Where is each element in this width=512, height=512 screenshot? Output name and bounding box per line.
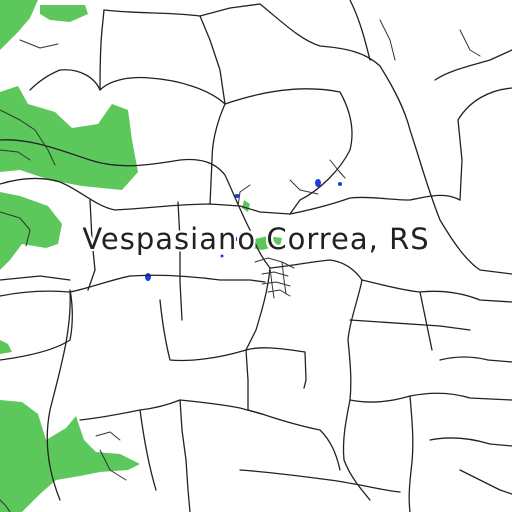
road (46, 291, 71, 501)
road (139, 409, 157, 491)
road (434, 49, 512, 81)
road (179, 399, 263, 415)
forest-area (0, 340, 12, 354)
water-body (145, 273, 151, 281)
road (439, 356, 512, 363)
road (0, 274, 266, 297)
road (419, 291, 433, 351)
road (261, 413, 341, 471)
road (409, 129, 512, 275)
minor-road (261, 271, 289, 277)
forest-area (0, 86, 138, 190)
minor-road (95, 431, 121, 441)
forest-area (0, 400, 140, 512)
minor-road (329, 159, 346, 179)
road (0, 139, 271, 269)
forest-area (0, 0, 38, 50)
minor-road (0, 109, 56, 166)
minor-road (269, 267, 275, 299)
minor-road (459, 29, 481, 57)
water-body (315, 179, 321, 187)
road (245, 349, 263, 415)
minor-road (99, 449, 127, 481)
road (349, 0, 371, 61)
road (29, 69, 101, 91)
road (199, 15, 226, 105)
forest-area (250, 236, 282, 250)
minor-road (0, 499, 11, 512)
water-body (233, 237, 239, 241)
road (429, 437, 512, 447)
road (245, 347, 307, 389)
road (0, 275, 71, 281)
road (239, 469, 401, 493)
minor-road (267, 289, 291, 297)
minor-road (19, 39, 59, 49)
minor-road (379, 19, 396, 61)
road (209, 88, 353, 215)
road (349, 392, 512, 403)
road (103, 3, 261, 17)
road (0, 289, 73, 361)
road (269, 259, 363, 281)
minor-road (261, 281, 291, 287)
road (99, 76, 226, 105)
road (408, 395, 414, 512)
water-body (220, 254, 224, 258)
forest-area (242, 200, 250, 212)
minor-roads (0, 19, 481, 512)
road (347, 279, 363, 401)
road (289, 194, 461, 215)
minor-road (0, 211, 31, 247)
road (87, 199, 96, 291)
forest-area (40, 5, 88, 22)
road (0, 177, 291, 215)
road (342, 399, 371, 501)
forest-area (0, 192, 62, 270)
road (457, 87, 512, 201)
road (159, 299, 247, 362)
road (259, 3, 411, 131)
place-label: Vespasiano Correa, RS (82, 222, 430, 256)
road (459, 469, 512, 495)
road (361, 279, 512, 303)
road (79, 399, 181, 421)
minor-road (237, 184, 251, 207)
minor-road (0, 149, 31, 161)
road (349, 319, 471, 331)
water-body (234, 194, 240, 198)
road (245, 267, 271, 351)
minor-road (281, 261, 287, 295)
road (99, 9, 105, 91)
forest-areas (0, 0, 282, 512)
minor-road (289, 179, 319, 195)
road (179, 399, 191, 512)
minor-road (254, 257, 295, 269)
water-body (338, 182, 342, 186)
road (177, 201, 183, 321)
